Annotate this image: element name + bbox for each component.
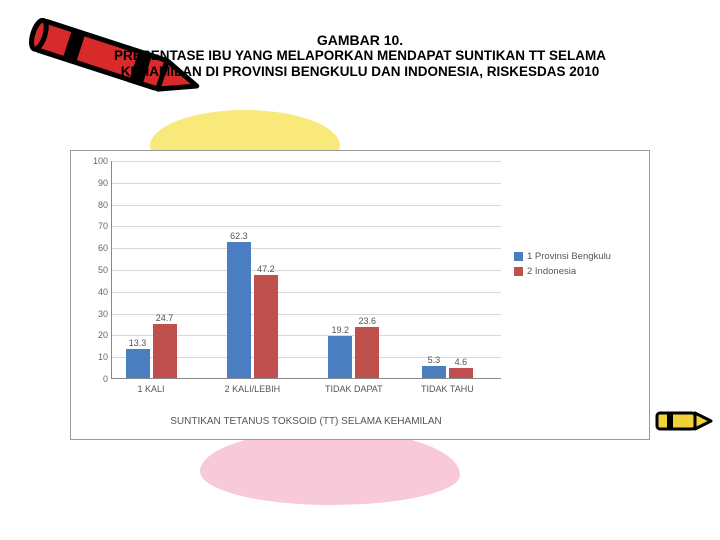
y-tick-label: 60 [98,243,108,253]
legend-item: 1 Provinsi Bengkulu [514,251,611,262]
y-tick-label: 40 [98,287,108,297]
blob-pink [200,430,460,505]
bar: 47.2 [254,275,278,378]
category-label: 2 KALI/LEBIH [225,384,281,394]
legend-swatch [514,267,523,276]
grid-line [112,248,501,249]
legend-swatch [514,252,523,261]
y-tick-label: 70 [98,221,108,231]
grid-line [112,183,501,184]
y-tick-label: 90 [98,178,108,188]
bar-group: 5.34.6 [422,366,473,378]
legend: 1 Provinsi Bengkulu 2 Indonesia [514,251,611,281]
grid-line [112,226,501,227]
bar-value-label: 5.3 [428,355,441,365]
grid-line [112,270,501,271]
bar: 19.2 [328,336,352,378]
grid-line [112,205,501,206]
title-line-2: PRESENTASE IBU YANG MELAPORKAN MENDAPAT … [30,48,690,64]
bar: 4.6 [449,368,473,378]
bar: 23.6 [355,327,379,378]
bar-group: 19.223.6 [328,327,379,378]
bar: 5.3 [422,366,446,378]
bar: 62.3 [227,242,251,378]
chart-frame: 010203040506070809010013.324.71 KALI62.3… [70,150,650,440]
crayon-small-icon [655,407,715,435]
y-tick-label: 30 [98,309,108,319]
y-tick-label: 0 [103,374,108,384]
title-line-3: KEHAMILAN DI PROVINSI BENGKULU DAN INDON… [30,64,690,80]
bar-value-label: 23.6 [359,316,377,326]
bar-value-label: 13.3 [129,338,147,348]
y-tick-label: 80 [98,200,108,210]
bar-value-label: 4.6 [455,357,468,367]
bar-value-label: 47.2 [257,264,275,274]
category-label: TIDAK TAHU [421,384,474,394]
bar: 24.7 [153,324,177,378]
title-line-1: GAMBAR 10. [30,32,690,48]
plot-area: 010203040506070809010013.324.71 KALI62.3… [111,161,501,379]
y-tick-label: 20 [98,330,108,340]
bar-value-label: 62.3 [230,231,248,241]
x-axis-title: SUNTIKAN TETANUS TOKSOID (TT) SELAMA KEH… [111,416,501,427]
chart-title: GAMBAR 10. PRESENTASE IBU YANG MELAPORKA… [0,32,720,79]
legend-item: 2 Indonesia [514,266,611,277]
category-label: 1 KALI [137,384,164,394]
bar: 13.3 [126,349,150,378]
y-tick-label: 100 [93,156,108,166]
bar-group: 62.347.2 [227,242,278,378]
bar-value-label: 19.2 [332,325,350,335]
bar-group: 13.324.7 [126,324,177,378]
grid-line [112,161,501,162]
y-tick-label: 10 [98,352,108,362]
y-tick-label: 50 [98,265,108,275]
legend-label: 2 Indonesia [527,266,576,277]
category-label: TIDAK DAPAT [325,384,383,394]
legend-label: 1 Provinsi Bengkulu [527,251,611,262]
bar-value-label: 24.7 [156,313,174,323]
grid-line [112,292,501,293]
